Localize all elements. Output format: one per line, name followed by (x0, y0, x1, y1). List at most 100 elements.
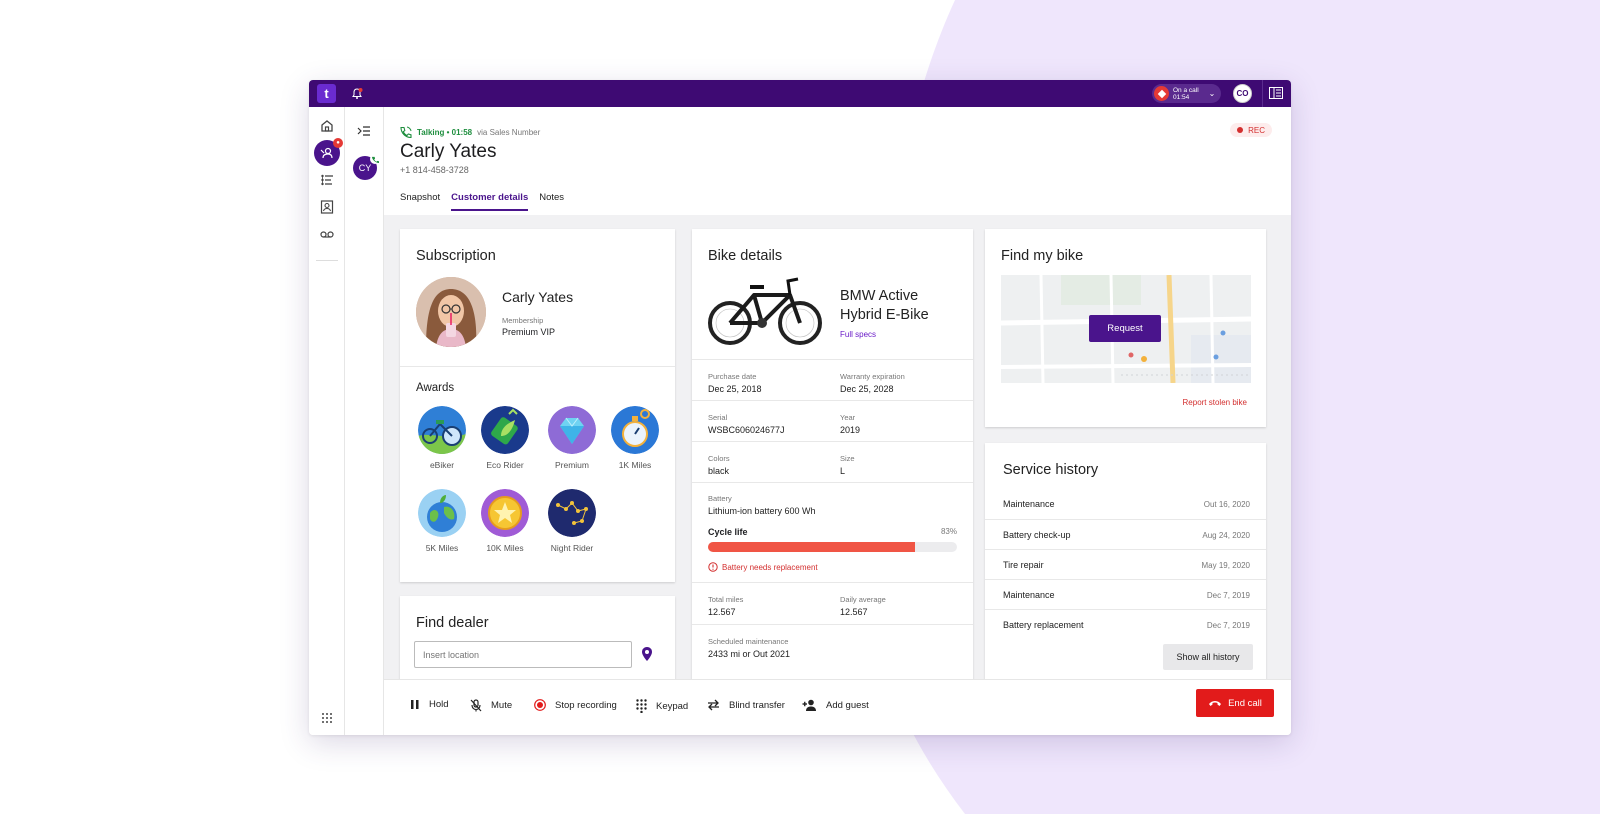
keypad-button[interactable]: Keypad (636, 699, 688, 713)
record-stop-icon (534, 699, 546, 711)
awards-title: Awards (416, 382, 455, 394)
queue-list-icon[interactable] (318, 171, 336, 189)
serial-value: WSBC606024677J (708, 425, 785, 435)
subscriber-name: Carly Yates (502, 289, 574, 305)
add-guest-label: Add guest (826, 699, 869, 711)
on-call-indicator[interactable]: On a call 01:54 ⌄ (1152, 84, 1221, 103)
eco-battery-badge-icon (481, 406, 529, 454)
active-call-contact-avatar[interactable]: CY (353, 154, 380, 180)
bike-location-map[interactable]: Request (1001, 275, 1251, 383)
dealer-location-input[interactable] (414, 641, 632, 668)
colors-label: Colors (708, 454, 730, 463)
tab-notes[interactable]: Notes (539, 192, 565, 203)
left-navigation: ● (309, 107, 345, 735)
award-night-rider[interactable]: Night Rider (544, 489, 600, 553)
end-call-button[interactable]: End call (1196, 689, 1274, 717)
customer-phone: +1 814-458-3728 (400, 165, 469, 175)
service-row[interactable]: Battery check-up Aug 24, 2020 (985, 519, 1266, 549)
serial-row: Serial WSBC606024677J Year 2019 (692, 400, 973, 441)
tab-snapshot[interactable]: Snapshot (400, 192, 441, 203)
user-avatar[interactable]: CO (1233, 84, 1252, 103)
battery-label: Battery (708, 494, 732, 503)
location-pin-icon[interactable] (642, 647, 652, 661)
request-location-button[interactable]: Request (1089, 315, 1161, 342)
constellation-badge-icon (548, 489, 596, 537)
app-logo[interactable]: t (317, 84, 336, 103)
award-10k-miles[interactable]: 10K Miles (477, 489, 533, 553)
globe-badge-icon (418, 489, 466, 537)
award-label: 1K Miles (618, 460, 652, 470)
detail-tabs: Snapshot Customer details Notes (400, 192, 575, 211)
stop-recording-button[interactable]: Stop recording (534, 699, 617, 711)
phone-small-icon (370, 154, 380, 164)
service-row[interactable]: Maintenance Out 16, 2020 (985, 489, 1266, 519)
warning-circle-icon (708, 562, 718, 572)
maintenance-label: Scheduled maintenance (708, 637, 789, 646)
tab-customer-details[interactable]: Customer details (451, 192, 529, 211)
cycle-life-bar (708, 542, 957, 552)
award-premium[interactable]: Premium (544, 406, 600, 470)
subscription-title: Subscription (416, 248, 496, 264)
award-label: 5K Miles (425, 543, 459, 553)
report-stolen-link[interactable]: Report stolen bike (1182, 398, 1247, 407)
service-row[interactable]: Tire repair May 19, 2020 (985, 549, 1266, 579)
award-1k-miles[interactable]: 1K Miles (607, 406, 663, 470)
find-dealer-title: Find dealer (416, 615, 489, 631)
hold-button[interactable]: Hold (410, 699, 449, 710)
service-date: Dec 7, 2019 (1206, 591, 1250, 600)
battery-warning-text: Battery needs replacement (722, 562, 818, 572)
maintenance-row: Scheduled maintenance 2433 mi or Out 2021 (692, 624, 973, 669)
full-specs-link[interactable]: Full specs (840, 330, 877, 339)
service-date: Dec 7, 2019 (1206, 621, 1250, 630)
apps-grid-icon[interactable] (318, 709, 336, 727)
pause-icon (411, 700, 419, 709)
service-row[interactable]: Maintenance Dec 7, 2019 (985, 579, 1266, 609)
home-icon[interactable] (318, 117, 336, 135)
award-eco-rider[interactable]: Eco Rider (477, 406, 533, 470)
mute-button[interactable]: Mute (470, 699, 512, 712)
show-all-history-button[interactable]: Show all history (1163, 644, 1253, 670)
collapse-menu-icon[interactable] (357, 125, 371, 137)
side-panel-icon[interactable] (1269, 87, 1283, 99)
rec-dot-icon (1237, 127, 1244, 133)
bike-details-title: Bike details (708, 248, 783, 264)
transfer-arrows-icon (708, 699, 719, 711)
size-label: Size (840, 454, 855, 463)
on-call-time: 01:54 (1173, 93, 1190, 101)
service-row[interactable]: Battery replacement Dec 7, 2019 (985, 609, 1266, 639)
contacts-icon[interactable] (318, 198, 336, 216)
add-guest-button[interactable]: Add guest (802, 699, 869, 711)
find-my-bike-card: Find my bike (985, 229, 1266, 427)
mic-off-icon (470, 699, 482, 712)
call-header: Talking • 01:58 via Sales Number REC Car… (384, 107, 1291, 215)
bike-details-card: Bike details BMW Active Hybrid E-Bike Fu… (692, 229, 973, 689)
maintenance-value: 2433 mi or Out 2021 (708, 649, 791, 659)
calls-badge: ● (333, 138, 343, 148)
add-person-icon (802, 699, 816, 711)
notification-bell-icon[interactable] (350, 87, 364, 101)
award-label: Eco Rider (486, 460, 524, 470)
award-5k-miles[interactable]: 5K Miles (414, 489, 470, 553)
call-status-text: Talking • 01:58 (417, 127, 473, 137)
calls-nav-item[interactable]: ● (314, 138, 343, 166)
voicemail-icon[interactable] (318, 225, 336, 243)
nav-divider (316, 260, 338, 261)
customer-photo (416, 277, 486, 347)
purchase-label: Purchase date (708, 372, 757, 381)
serial-label: Serial (708, 413, 728, 422)
bike-model: BMW Active Hybrid E-Bike (840, 288, 929, 323)
year-label: Year (840, 413, 856, 422)
battery-value: Lithium-ion battery 600 Wh (708, 506, 816, 516)
blind-transfer-button[interactable]: Blind transfer (707, 699, 785, 711)
award-ebiker[interactable]: eBiker (414, 406, 470, 470)
service-name: Battery replacement (1003, 620, 1084, 630)
hang-up-icon (1209, 701, 1222, 706)
award-label: 10K Miles (486, 543, 524, 553)
purchase-value: Dec 25, 2018 (708, 384, 762, 394)
on-call-label: On a call (1173, 86, 1199, 94)
call-controls-bar: Hold Mute Stop recording Keypad Blind tr… (384, 679, 1291, 735)
daily-average-value: 12.567 (840, 607, 868, 617)
service-date: Aug 24, 2020 (1202, 531, 1250, 540)
subscription-card: Subscription Carly Yates Membership Prem… (400, 229, 675, 582)
subscription-divider (400, 366, 675, 367)
